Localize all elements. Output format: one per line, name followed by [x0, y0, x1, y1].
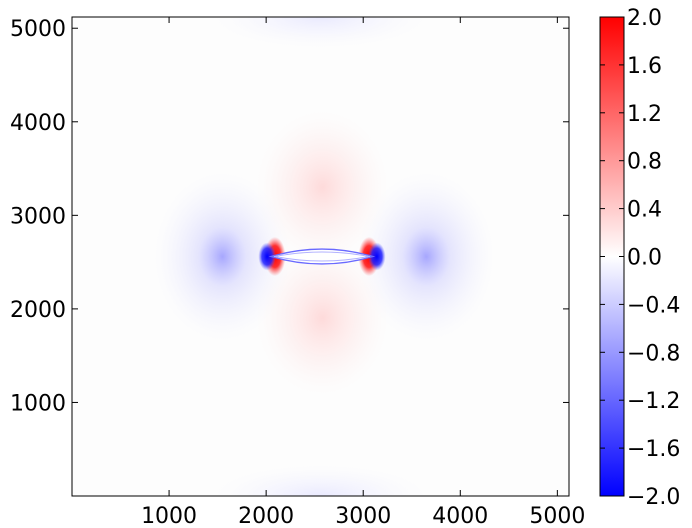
colorbar-tick-label: 1.2 [627, 102, 662, 127]
x-tick-label: 1000 [141, 504, 197, 528]
colorbar-tick-label: −1.6 [627, 437, 680, 462]
x-axis: 1000 2000 3000 4000 5000 [141, 17, 585, 528]
edge-lobe [213, 17, 428, 48]
y-tick-label: 1000 [10, 391, 66, 416]
colorbar-tick-label: −0.8 [627, 341, 680, 366]
crack-outline [268, 248, 376, 265]
colorbar-tick-label: −0.4 [627, 293, 680, 318]
outer-lobe [154, 172, 291, 341]
x-tick-label: 3000 [335, 504, 391, 528]
colorbar: 2.0 1.6 1.2 0.8 0.4 0.0 −0.4 −0.8 −1.2 −1.6 −2.0 [599, 6, 680, 510]
center-lobe [256, 241, 389, 395]
colorbar-ticks: 2.0 1.6 1.2 0.8 0.4 0.0 −0.4 −0.8 −1.2 −1.6 −2.0 [600, 6, 680, 510]
edge-lobe [213, 465, 428, 496]
y-axis: 1000 2000 3000 4000 5000 [10, 17, 569, 416]
center-lobe [256, 110, 389, 264]
x-tick-label: 5000 [529, 504, 585, 528]
x-tick-label: 4000 [432, 504, 488, 528]
colorbar-tick-label: 1.6 [627, 54, 662, 79]
y-tick-label: 2000 [10, 298, 66, 323]
tip-lobe-negative [368, 242, 386, 271]
tip-lobe-negative [258, 242, 276, 271]
plot-area [72, 17, 569, 496]
colorbar-tick-label: −1.2 [627, 389, 680, 414]
outer-lobe [358, 172, 495, 341]
y-tick-label: 5000 [10, 17, 66, 42]
colorbar-tick-label: 2.0 [627, 6, 662, 31]
crack-inner-line [274, 256, 370, 262]
plot-frame [71, 16, 570, 497]
colorbar-tick-label: −2.0 [627, 485, 680, 510]
colorbar-tick-label: 0.8 [627, 150, 662, 175]
crack-inner-line [274, 251, 370, 257]
y-tick-label: 4000 [10, 111, 66, 136]
colorbar-tick-label: 0.0 [627, 246, 662, 271]
x-tick-label: 2000 [238, 504, 294, 528]
field-layer [154, 17, 495, 496]
colorbar-tick-label: 0.4 [627, 198, 662, 223]
y-tick-label: 3000 [10, 204, 66, 229]
